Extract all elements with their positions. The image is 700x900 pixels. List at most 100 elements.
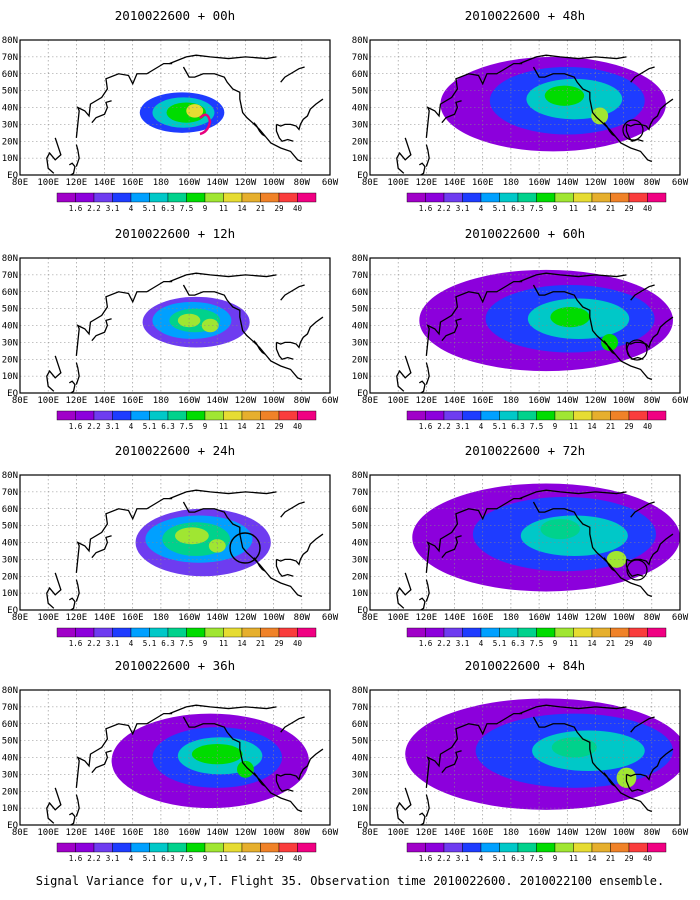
x-tick-label: 60W (672, 178, 689, 188)
x-tick-label: 120E (66, 828, 88, 838)
y-tick-label: 50N (352, 305, 368, 315)
colorbar-swatch (75, 627, 95, 638)
panel-title: 2010022600 + 84h (465, 658, 585, 673)
colorbar-swatch (260, 410, 280, 421)
colorbar-swatch (425, 410, 445, 421)
colorbar-swatch (278, 627, 298, 638)
variance-contour (606, 550, 627, 568)
x-tick-label: 120W (585, 178, 607, 188)
map-frame (369, 39, 681, 176)
colorbar-swatch (167, 842, 187, 853)
colorbar: 1.6 2.2 3.1 4 5.1 6.3 7.5 9 11 14 21 29 40 (406, 842, 667, 863)
x-tick-label: 80W (294, 396, 311, 406)
y-tick-label: 10N (2, 372, 18, 382)
flight-track-marker (199, 113, 212, 136)
colorbar-label: 11 (569, 422, 578, 431)
x-tick-label: 180 (153, 613, 169, 623)
x-tick-label: 120E (416, 828, 438, 838)
y-tick-label: EQ (357, 606, 368, 616)
x-tick-label: 120W (585, 396, 607, 406)
y-tick-label: 10N (352, 804, 368, 814)
x-tick-label: 60W (672, 613, 689, 623)
colorbar-swatch (130, 410, 150, 421)
panel-title: 2010022600 + 60h (465, 226, 585, 241)
colorbar-label: 21 (606, 422, 615, 431)
y-tick-label: EQ (357, 821, 368, 831)
colorbar-label: 5.1 (493, 422, 507, 431)
colorbar-label: 40 (293, 422, 303, 431)
x-tick-label: 120E (66, 613, 88, 623)
y-tick-label: 20N (352, 355, 368, 365)
colorbar-swatch (278, 410, 298, 421)
colorbar-label: 40 (293, 854, 303, 863)
map-frame (19, 39, 331, 176)
x-tick-label: 180 (153, 828, 169, 838)
variance-contour (237, 760, 254, 778)
x-tick-label: 80W (294, 178, 311, 188)
y-tick-label: 30N (352, 120, 368, 130)
colorbar-swatch (536, 192, 556, 203)
colorbar-swatch (186, 842, 206, 853)
map-panel-12h: 2010022600 + 12h 80E 100E 120E 140E 160E 180 16… (2, 226, 339, 431)
colorbar: 1.6 2.2 3.1 4 5.1 6.3 7.5 9 11 14 21 29 40 (56, 410, 317, 431)
colorbar-swatch (297, 410, 317, 421)
colorbar-label: 14 (237, 639, 247, 648)
colorbar-swatch (112, 410, 132, 421)
map-panel-72h: 2010022600 + 72h 80E 100E 120E 140E 160E 180 16… (352, 443, 689, 648)
colorbar-label: 3.1 (106, 204, 120, 213)
colorbar-label: 14 (587, 639, 597, 648)
x-tick-label: 180 (503, 613, 519, 623)
colorbar-label: 5.1 (143, 639, 157, 648)
y-tick-label: 70N (352, 488, 368, 498)
x-tick-label: 160W (528, 828, 550, 838)
map-frame (369, 689, 681, 826)
colorbar-swatch (462, 192, 482, 203)
y-tick-label: 40N (2, 754, 18, 764)
x-tick-label: 60W (672, 828, 689, 838)
x-tick-label: 100W (613, 396, 635, 406)
x-tick-label: 160E (472, 178, 494, 188)
colorbar-label: 2.2 (437, 854, 451, 863)
y-tick-label: 20N (2, 137, 18, 147)
colorbar-swatch (167, 627, 187, 638)
colorbar-swatch (647, 842, 667, 853)
x-tick-label: 80E (362, 178, 378, 188)
colorbar-swatch (223, 842, 243, 853)
colorbar-swatch (93, 410, 113, 421)
y-tick-label: EQ (7, 821, 18, 831)
colorbar-swatch (591, 192, 611, 203)
y-tick-label: 70N (352, 53, 368, 63)
x-tick-label: 120W (235, 178, 257, 188)
y-tick-label: 60N (2, 288, 18, 298)
colorbar-swatch (297, 842, 317, 853)
x-tick-label: 160W (528, 178, 550, 188)
x-tick-label: 120W (235, 613, 257, 623)
colorbar-swatch (536, 410, 556, 421)
colorbar-swatch (610, 627, 630, 638)
colorbar-label: 21 (256, 204, 265, 213)
map-frame (19, 474, 331, 611)
map-frame (19, 689, 331, 826)
y-tick-label: 70N (2, 271, 18, 281)
x-tick-label: 80W (644, 613, 661, 623)
colorbar-label: 1.6 (419, 204, 433, 213)
x-tick-label: 160W (178, 178, 200, 188)
colorbar-swatch (130, 627, 150, 638)
x-tick-label: 140E (444, 828, 466, 838)
colorbar-swatch (241, 842, 261, 853)
y-tick-label: 50N (352, 87, 368, 97)
x-tick-label: 140E (444, 613, 466, 623)
y-tick-label: 60N (2, 505, 18, 515)
x-tick-label: 140E (444, 178, 466, 188)
colorbar-label: 29 (274, 422, 283, 431)
colorbar-swatch (204, 192, 224, 203)
colorbar-swatch (56, 627, 76, 638)
y-tick-label: 80N (2, 471, 18, 481)
y-tick-label: 60N (352, 720, 368, 730)
y-tick-label: 80N (2, 686, 18, 696)
y-tick-label: 70N (2, 488, 18, 498)
colorbar-label: 3.1 (106, 854, 120, 863)
colorbar-label: 21 (606, 854, 615, 863)
colorbar-swatch (480, 410, 500, 421)
colorbar-label: 40 (293, 639, 303, 648)
